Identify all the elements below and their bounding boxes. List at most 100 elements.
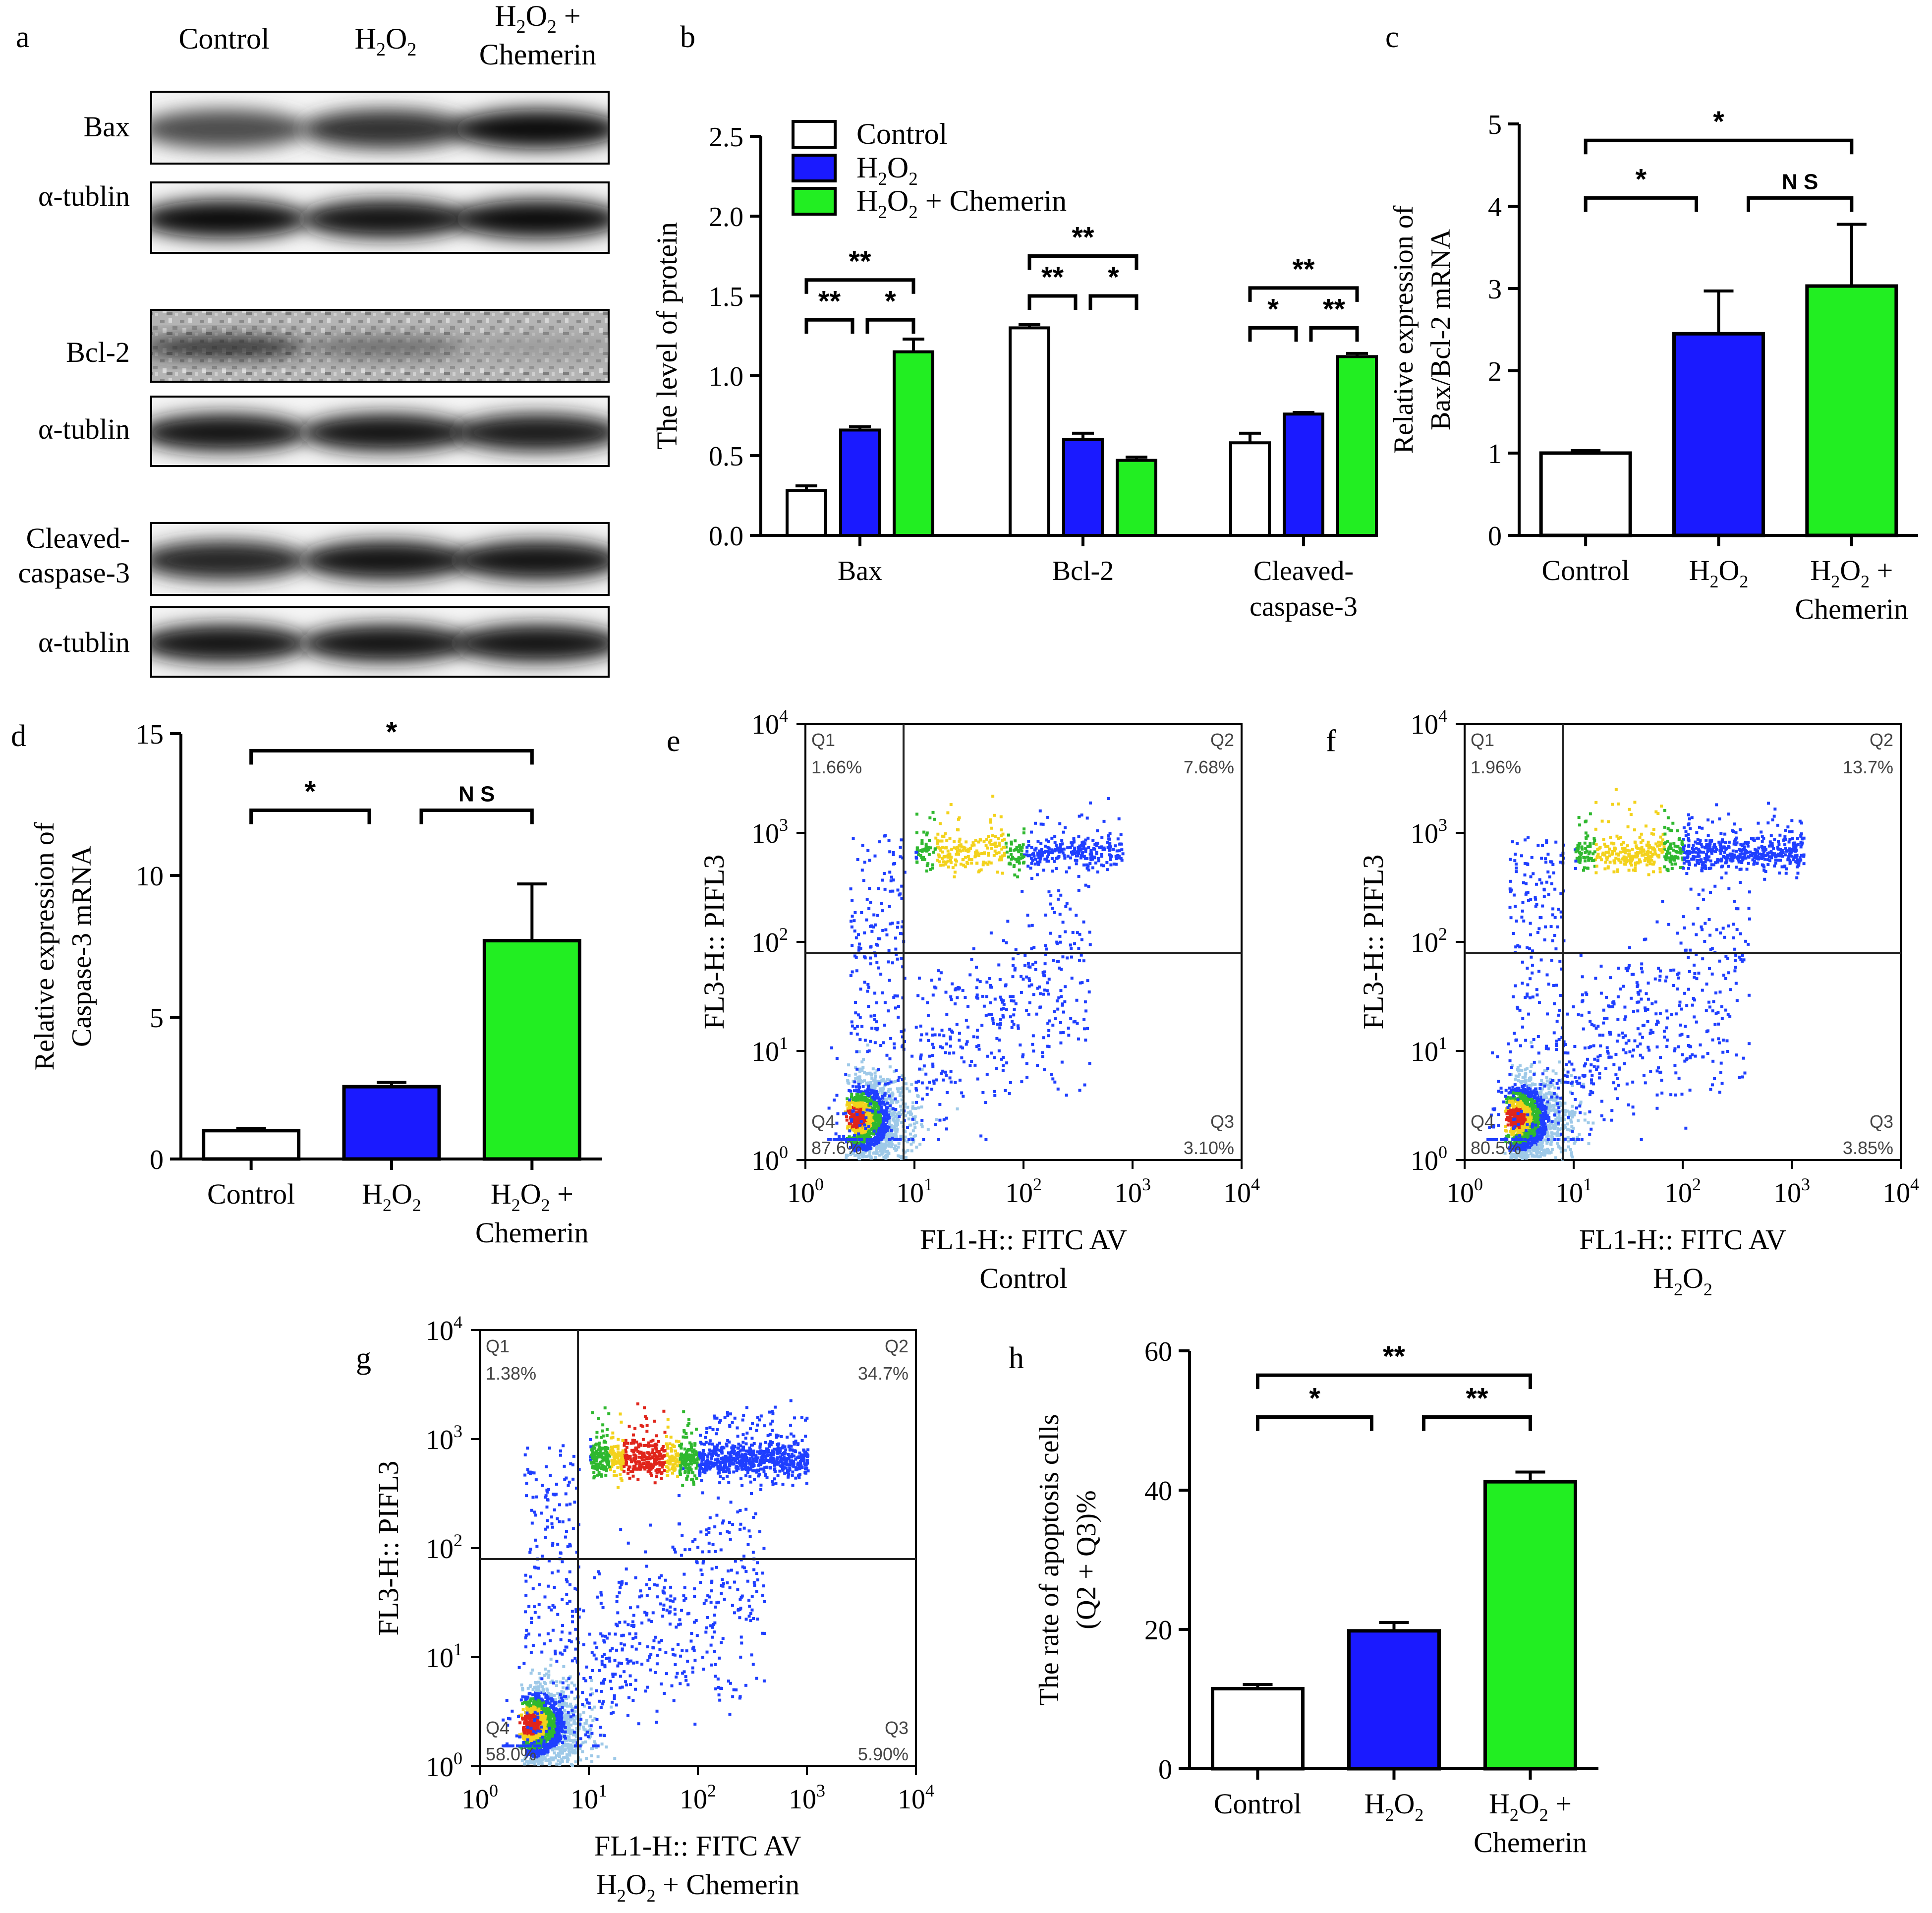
event-dot — [841, 1138, 845, 1141]
event-dot — [958, 844, 962, 847]
event-dot — [1557, 1133, 1560, 1136]
event-dot — [850, 1141, 853, 1145]
event-dot — [925, 831, 929, 835]
event-dot — [960, 845, 964, 849]
event-dot — [1537, 1136, 1541, 1139]
event-dot — [877, 1091, 881, 1094]
event-dot — [940, 1029, 944, 1032]
event-dot — [1689, 1045, 1693, 1048]
event-dot — [1045, 860, 1049, 863]
event-dot — [888, 1119, 892, 1122]
event-dot — [1734, 954, 1738, 957]
event-dot — [1545, 841, 1548, 844]
event-dot — [1564, 1043, 1568, 1046]
event-dot — [889, 1037, 893, 1040]
event-dot — [861, 1080, 864, 1083]
event-dot — [1653, 977, 1657, 981]
event-dot — [1762, 854, 1765, 858]
event-dot — [848, 1125, 852, 1129]
event-dot — [864, 1124, 868, 1127]
event-dot — [1530, 1152, 1533, 1156]
panel-d-y-label-line1: Relative expression of — [29, 822, 60, 1070]
event-dot — [994, 845, 997, 848]
event-dot — [1551, 913, 1554, 917]
event-dot — [1508, 1086, 1511, 1090]
event-dot — [1657, 855, 1661, 859]
event-dot — [1626, 969, 1629, 973]
event-dot — [924, 842, 928, 846]
event-dot — [948, 1028, 952, 1031]
event-dot — [1513, 859, 1517, 863]
event-dot — [1510, 1066, 1513, 1069]
event-dot — [1504, 1095, 1507, 1098]
event-dot — [1515, 1038, 1518, 1042]
event-dot — [1536, 1112, 1539, 1115]
event-dot — [986, 863, 990, 866]
event-dot — [1050, 836, 1054, 840]
event-dot — [1013, 968, 1017, 972]
event-dot — [851, 1024, 854, 1028]
event-dot — [858, 1154, 862, 1157]
event-dot — [1638, 835, 1642, 839]
event-dot — [958, 848, 961, 852]
event-dot — [1636, 847, 1640, 850]
event-dot — [1036, 1064, 1039, 1067]
event-dot — [1089, 858, 1093, 862]
event-dot — [1606, 1051, 1610, 1055]
event-dot — [877, 966, 880, 970]
event-dot — [853, 1131, 857, 1135]
event-dot — [866, 989, 869, 993]
event-dot — [1541, 904, 1544, 908]
event-dot — [922, 830, 926, 834]
event-dot — [1520, 1148, 1523, 1152]
event-dot — [1520, 1152, 1524, 1155]
event-dot — [1529, 1120, 1532, 1123]
event-dot — [1546, 1083, 1550, 1087]
event-dot — [1091, 866, 1094, 870]
panel-b-x-label: Bcl-2 — [1052, 556, 1114, 586]
event-dot — [860, 1092, 863, 1096]
event-dot — [1537, 970, 1541, 973]
event-dot — [873, 1086, 877, 1089]
event-dot — [1070, 841, 1073, 845]
event-dot — [926, 1128, 930, 1131]
blot-bands — [151, 199, 609, 238]
event-dot — [1725, 1039, 1729, 1043]
event-dot — [915, 860, 919, 864]
event-dot — [1014, 858, 1018, 861]
event-dot — [897, 1005, 901, 1008]
event-dot — [887, 1130, 891, 1134]
event-dot — [1528, 1138, 1532, 1141]
event-dot — [1738, 852, 1742, 856]
event-dot — [981, 863, 985, 867]
event-dot — [939, 849, 943, 852]
event-dot — [1658, 867, 1662, 870]
event-dot — [854, 1000, 857, 1004]
event-dot — [1554, 1103, 1557, 1107]
event-dot — [863, 1039, 867, 1042]
panel-b-sig-bracket — [804, 278, 915, 294]
event-dot — [1102, 846, 1106, 850]
event-dot — [1684, 1126, 1688, 1130]
event-dot — [1529, 1087, 1532, 1091]
event-dot — [1076, 854, 1080, 858]
event-dot — [948, 837, 952, 840]
event-dot — [1109, 845, 1113, 849]
event-dot — [1047, 853, 1050, 856]
event-dot — [1515, 870, 1518, 873]
event-dot — [1519, 1104, 1523, 1107]
event-dot — [1026, 865, 1030, 868]
event-dot — [1522, 1087, 1525, 1090]
event-dot — [856, 1129, 860, 1133]
event-dot — [1026, 914, 1029, 917]
event-dot — [867, 1005, 870, 1008]
event-dot — [1027, 985, 1031, 988]
event-dot — [885, 1053, 889, 1057]
event-dot — [888, 1133, 891, 1136]
event-dot — [877, 1129, 880, 1133]
event-dot — [1546, 870, 1550, 873]
event-dot — [1541, 844, 1544, 847]
x-tick-label: 102 — [1005, 1174, 1042, 1209]
event-dot — [859, 1098, 863, 1101]
